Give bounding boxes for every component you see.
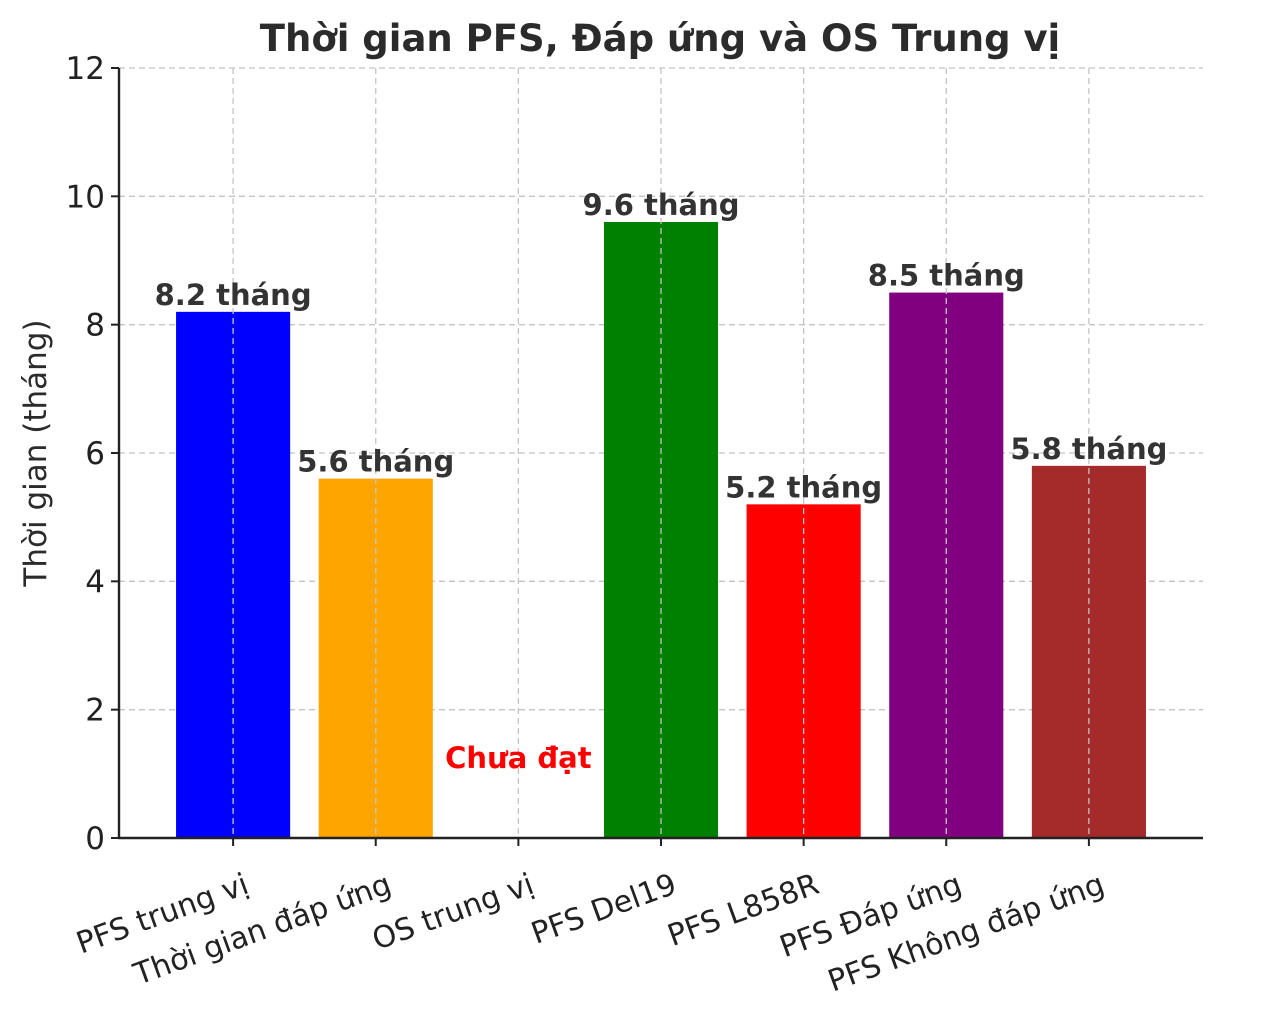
bar-value-label: 5.8 tháng bbox=[1010, 432, 1167, 466]
bar-value-label: 8.5 tháng bbox=[868, 259, 1025, 293]
y-tick-label: 6 bbox=[85, 436, 105, 472]
y-tick-label: 4 bbox=[85, 564, 105, 600]
bar-value-label: 8.2 tháng bbox=[155, 278, 312, 312]
annotation-label: Chưa đạt bbox=[445, 741, 592, 775]
annotations: Chưa đạt bbox=[445, 741, 592, 775]
y-axis-label: Thời gian (tháng) bbox=[18, 319, 54, 587]
chart-title: Thời gian PFS, Đáp ứng và OS Trung vị bbox=[260, 17, 1061, 60]
vertical-grid bbox=[232, 68, 1090, 838]
x-tick-label: OS trung vị bbox=[368, 867, 539, 958]
y-tick-label: 12 bbox=[66, 51, 105, 87]
y-tick-label: 0 bbox=[85, 821, 105, 857]
bar-value-label: 5.2 tháng bbox=[725, 470, 882, 504]
bar-value-label: 5.6 tháng bbox=[297, 445, 454, 479]
data-labels: 8.2 tháng 5.6 tháng 9.6 tháng 5.2 tháng 8.5 … bbox=[155, 188, 1168, 504]
x-tick-label: PFS Del19 bbox=[527, 867, 681, 952]
y-tick-label: 8 bbox=[85, 308, 105, 344]
y-ticks: 0 2 4 6 8 10 12 bbox=[66, 51, 119, 857]
bar-value-label: 9.6 tháng bbox=[583, 188, 740, 222]
y-tick-label: 2 bbox=[85, 693, 105, 729]
y-tick-label: 10 bbox=[66, 179, 105, 215]
bar bbox=[889, 292, 1004, 838]
